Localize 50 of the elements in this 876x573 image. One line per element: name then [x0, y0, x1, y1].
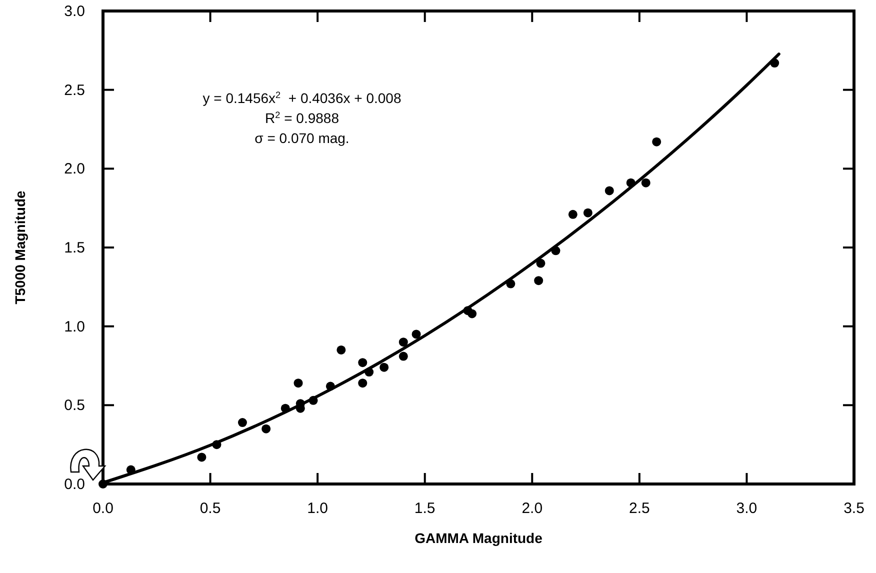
point [398, 338, 408, 347]
x-tick-label: 3.5 [844, 500, 864, 517]
y-tick-label: 2.0 [64, 160, 85, 178]
y-tick-label: 1.5 [64, 240, 85, 256]
x-tick-label: 3.0 [736, 500, 758, 517]
x-tick-label: 2.0 [522, 500, 543, 517]
y-tick-label: 3.0 [64, 3, 85, 20]
point [336, 345, 346, 354]
y-tick-label: 0.5 [64, 397, 85, 414]
point [534, 276, 544, 286]
point [326, 382, 335, 391]
point [536, 258, 546, 268]
point [308, 396, 318, 405]
y-tick-label: 2.5 [64, 82, 85, 99]
point [551, 246, 560, 256]
point [652, 137, 662, 146]
annotation: R$^{2}$ = 0.9888 [265, 110, 340, 126]
x-tick-label: 0.0 [92, 500, 114, 517]
point [126, 465, 136, 474]
point [398, 352, 408, 361]
point [358, 358, 368, 368]
point [583, 208, 592, 218]
y-tick-label: 1.0 [64, 318, 85, 336]
x-tick-label: 1.0 [307, 500, 328, 517]
point [770, 58, 780, 68]
point [380, 362, 389, 372]
point [412, 330, 421, 339]
x-tick-label: 0.5 [200, 500, 221, 517]
point [98, 480, 108, 488]
point [468, 309, 477, 318]
point [280, 404, 290, 413]
x-axis-title: GAMMA Magnitude [414, 530, 543, 546]
point [238, 418, 247, 428]
y-axis-title: T5000 Magnitude [12, 190, 28, 304]
point [626, 178, 636, 188]
x-tick-label: 1.5 [414, 500, 436, 517]
x-tick-label: 2.5 [629, 500, 650, 517]
point [262, 424, 271, 434]
point [604, 186, 614, 196]
annotation: σ = 0.070 mag. [254, 130, 350, 146]
point [294, 378, 303, 388]
point [641, 178, 650, 188]
point [506, 279, 516, 288]
point [364, 368, 374, 377]
annotation: y = 0.1456x$^{2}$ + 0.4036x + 0.008 [202, 90, 402, 106]
point [197, 452, 206, 462]
point [358, 378, 368, 388]
point [568, 210, 578, 219]
point [212, 440, 222, 450]
y-tick-label: 0.0 [64, 476, 85, 493]
